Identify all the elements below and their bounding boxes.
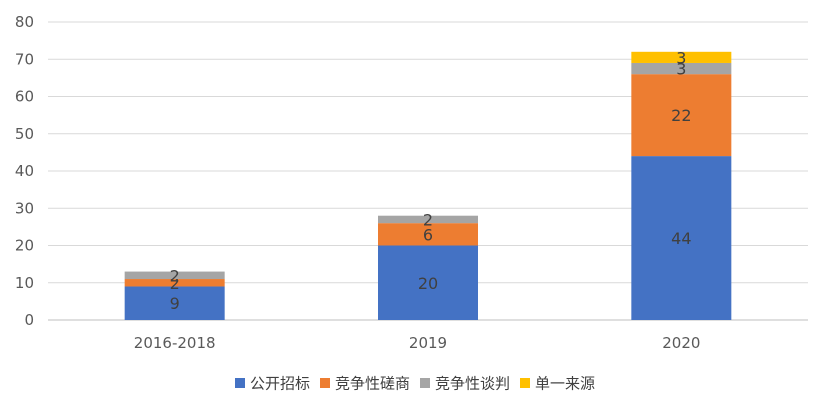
y-tick-label: 50 bbox=[15, 125, 34, 143]
y-tick-label: 80 bbox=[15, 13, 34, 31]
data-label: 3 bbox=[676, 48, 686, 67]
x-axis: 2016-2018 2019 2020 bbox=[134, 334, 701, 352]
bar-segment bbox=[378, 215, 478, 224]
bar-segment bbox=[124, 286, 225, 320]
x-tick-label: 2020 bbox=[662, 334, 700, 352]
y-tick-label: 10 bbox=[15, 274, 34, 292]
legend-swatch bbox=[235, 378, 245, 388]
data-label: 20 bbox=[418, 274, 438, 293]
data-label: 2 bbox=[170, 266, 180, 285]
legend-swatch bbox=[320, 378, 330, 388]
x-tick-label: 2016-2018 bbox=[134, 334, 216, 352]
data-label: 2 bbox=[170, 274, 180, 293]
y-tick-label: 60 bbox=[15, 88, 34, 106]
legend-swatch bbox=[520, 378, 530, 388]
data-label: 44 bbox=[671, 229, 691, 248]
y-tick-label: 30 bbox=[15, 199, 34, 217]
bar-segment bbox=[378, 223, 478, 246]
bar-segment bbox=[124, 279, 225, 287]
y-tick-label: 70 bbox=[15, 50, 34, 68]
bar-segment bbox=[124, 271, 225, 280]
bar-segment bbox=[631, 62, 732, 75]
data-label: 2 bbox=[423, 210, 433, 229]
legend-label: 竞争性谈判 bbox=[435, 375, 510, 393]
bar-segment bbox=[631, 156, 732, 320]
y-tick-label: 20 bbox=[15, 237, 34, 255]
legend: 公开招标 竞争性磋商 竞争性谈判 单一来源 bbox=[235, 375, 595, 393]
y-tick-label: 40 bbox=[15, 162, 34, 180]
y-tick-label: 0 bbox=[24, 311, 34, 329]
legend-label: 公开招标 bbox=[250, 375, 310, 393]
legend-swatch bbox=[420, 378, 430, 388]
x-tick-label: 2019 bbox=[409, 334, 447, 352]
y-axis: 0 10 20 30 40 50 60 70 80 bbox=[15, 13, 34, 329]
data-label: 9 bbox=[170, 294, 180, 313]
legend-label: 竞争性磋商 bbox=[335, 375, 410, 393]
bar-segment bbox=[631, 51, 732, 63]
bar-segment bbox=[631, 74, 732, 157]
data-label: 3 bbox=[676, 60, 686, 79]
data-label: 6 bbox=[423, 225, 433, 244]
data-label: 22 bbox=[671, 106, 691, 125]
bar-segment bbox=[378, 245, 478, 320]
legend-label: 单一来源 bbox=[535, 375, 595, 393]
